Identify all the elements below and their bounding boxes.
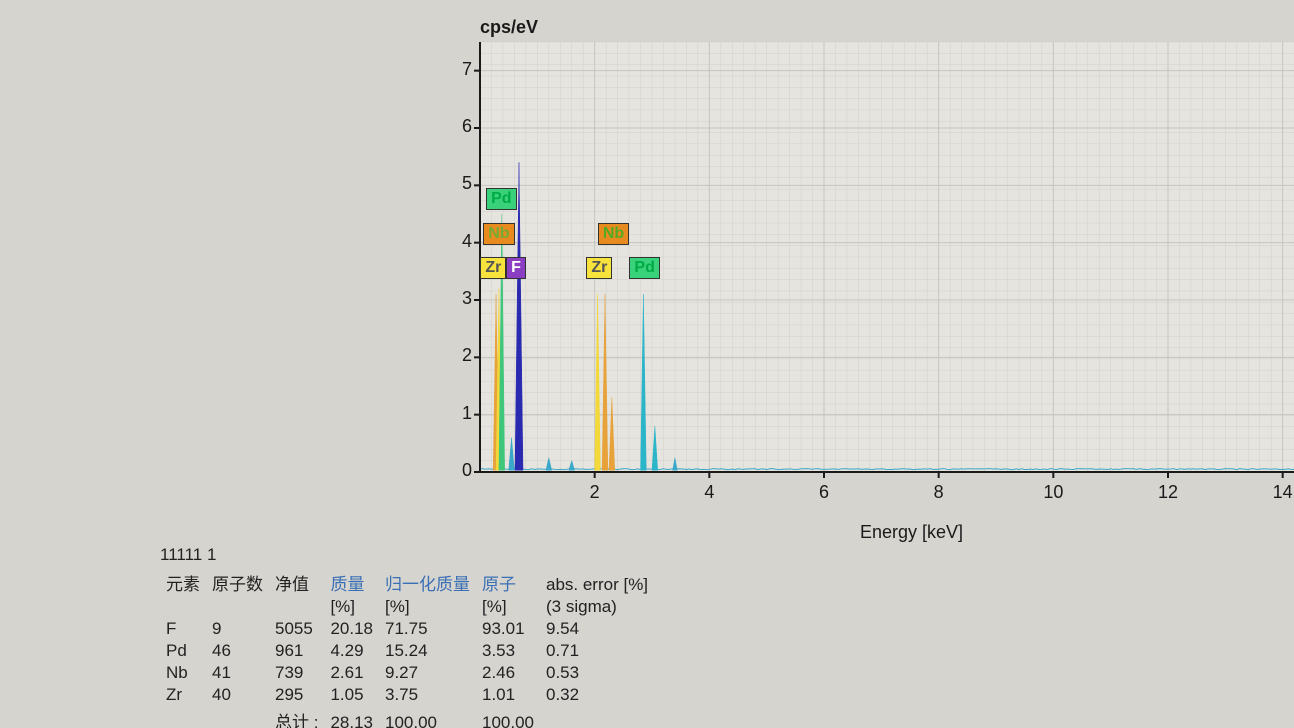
cell-z: 46 — [206, 640, 269, 662]
col-element: 元素 — [160, 569, 206, 596]
spectrum-id: 11111 1 — [160, 545, 654, 565]
y-tick: 1 — [432, 403, 472, 424]
cell-norm: 3.75 — [379, 684, 476, 706]
sub-norm-pct: [%] — [379, 596, 476, 618]
peak-label-zr: Zr — [586, 257, 612, 279]
cell-net: 739 — [269, 662, 324, 684]
cell-net: 295 — [269, 684, 324, 706]
x-axis-label: Energy [keV] — [860, 522, 963, 543]
sub-atom-pct: [%] — [476, 596, 540, 618]
cell-z: 41 — [206, 662, 269, 684]
cell-el: Nb — [160, 662, 206, 684]
totals-label: 总计 : — [269, 706, 324, 728]
totals-norm: 100.00 — [379, 706, 476, 728]
results-table: 元素 原子数 净值 质量 归一化质量 原子 abs. error [%] [%]… — [160, 569, 654, 728]
quant-results-table: 11111 1 元素 原子数 净值 质量 归一化质量 原子 abs. error… — [160, 545, 654, 728]
cell-err: 0.53 — [540, 662, 654, 684]
x-tick: 10 — [1033, 482, 1073, 503]
y-tick: 5 — [432, 173, 472, 194]
cell-atom: 93.01 — [476, 618, 540, 640]
cell-norm: 15.24 — [379, 640, 476, 662]
cell-mass: 1.05 — [324, 684, 379, 706]
peak-label-pd: Pd — [486, 188, 516, 210]
x-tick: 6 — [804, 482, 844, 503]
y-tick: 3 — [432, 288, 472, 309]
totals-row: 总计 : 28.13 100.00 100.00 — [160, 706, 654, 728]
y-tick: 4 — [432, 231, 472, 252]
cell-mass: 2.61 — [324, 662, 379, 684]
col-mass: 质量 — [324, 569, 379, 596]
y-tick: 6 — [432, 116, 472, 137]
peak-label-nb: Nb — [483, 223, 514, 245]
table-row: F9505520.1871.7593.019.54 — [160, 618, 654, 640]
table-row: Pd469614.2915.243.530.71 — [160, 640, 654, 662]
cell-err: 0.71 — [540, 640, 654, 662]
table-row: Zr402951.053.751.010.32 — [160, 684, 654, 706]
table-subheader-row: [%] [%] [%] (3 sigma) — [160, 596, 654, 618]
cell-atom: 2.46 — [476, 662, 540, 684]
col-abs-err: abs. error [%] — [540, 569, 654, 596]
cell-net: 5055 — [269, 618, 324, 640]
cell-z: 9 — [206, 618, 269, 640]
col-atom: 原子 — [476, 569, 540, 596]
col-net: 净值 — [269, 569, 324, 596]
peak-label-nb: Nb — [598, 223, 629, 245]
totals-mass: 28.13 — [324, 706, 379, 728]
totals-atom: 100.00 — [476, 706, 540, 728]
x-tick: 8 — [919, 482, 959, 503]
x-tick: 14 — [1263, 482, 1294, 503]
cell-atom: 3.53 — [476, 640, 540, 662]
cell-el: Zr — [160, 684, 206, 706]
cell-norm: 71.75 — [379, 618, 476, 640]
x-tick: 12 — [1148, 482, 1188, 503]
col-norm-mass: 归一化质量 — [379, 569, 476, 596]
col-atomic-no: 原子数 — [206, 569, 269, 596]
cell-el: F — [160, 618, 206, 640]
sub-sigma: (3 sigma) — [540, 596, 654, 618]
sub-mass-pct: [%] — [324, 596, 379, 618]
cell-err: 9.54 — [540, 618, 654, 640]
eds-spectrum-panel: cps/eV Energy [keV] 012345672468101214Pd… — [180, 12, 1240, 512]
cell-z: 40 — [206, 684, 269, 706]
y-axis-label: cps/eV — [480, 17, 538, 38]
peak-label-pd: Pd — [629, 257, 659, 279]
x-tick: 2 — [575, 482, 615, 503]
x-tick: 4 — [689, 482, 729, 503]
cell-mass: 4.29 — [324, 640, 379, 662]
cell-err: 0.32 — [540, 684, 654, 706]
y-tick: 0 — [432, 460, 472, 481]
cell-atom: 1.01 — [476, 684, 540, 706]
peak-label-zr: Zr — [480, 257, 506, 279]
cell-el: Pd — [160, 640, 206, 662]
cell-norm: 9.27 — [379, 662, 476, 684]
cell-net: 961 — [269, 640, 324, 662]
y-tick: 2 — [432, 345, 472, 366]
table-row: Nb417392.619.272.460.53 — [160, 662, 654, 684]
peak-label-f: F — [506, 257, 526, 279]
y-tick: 7 — [432, 59, 472, 80]
cell-mass: 20.18 — [324, 618, 379, 640]
table-header-row: 元素 原子数 净值 质量 归一化质量 原子 abs. error [%] — [160, 569, 654, 596]
